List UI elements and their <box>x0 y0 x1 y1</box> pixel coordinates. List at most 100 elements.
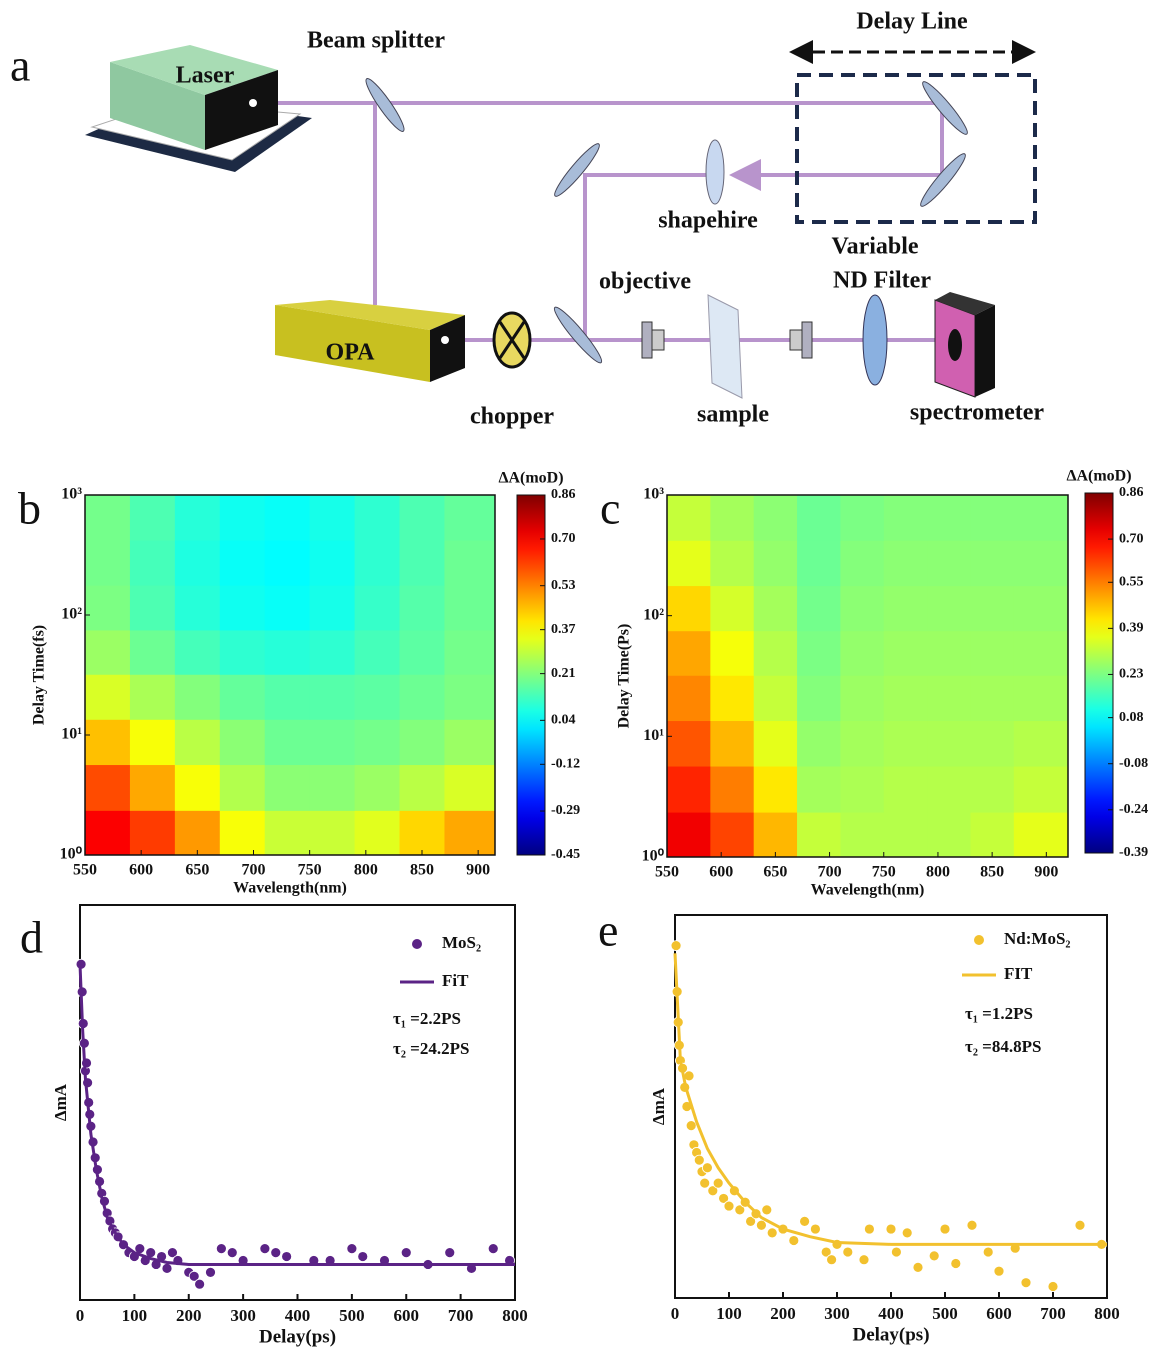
laser-box <box>110 45 278 95</box>
x-tick-label: 900 <box>466 862 490 879</box>
heatmap-cell <box>667 675 711 722</box>
data-point <box>357 1251 369 1262</box>
heatmap-cell <box>753 495 798 541</box>
heatmap-cell <box>85 764 131 811</box>
y-axis-label: ΔmA <box>51 1083 70 1121</box>
heatmap-cell <box>1013 540 1069 587</box>
heatmap-cell <box>710 720 755 767</box>
heatmap-cell <box>174 585 221 631</box>
heatmap-cell <box>667 720 711 767</box>
colorbar-tick-label: 0.21 <box>551 666 576 681</box>
colorbar-tick-label: 0.70 <box>551 531 576 546</box>
heatmap-cell <box>309 540 356 586</box>
label: shapehire <box>658 208 758 234</box>
heatmap-cell <box>883 766 928 813</box>
data-point <box>766 1227 778 1239</box>
heatmap-cell <box>927 495 971 541</box>
data-point <box>685 1120 697 1132</box>
label: chopper <box>470 404 554 430</box>
x-tick-label: 300 <box>230 1306 256 1325</box>
x-axis-label: Wavelength(nm) <box>811 882 925 899</box>
x-tick-label: 500 <box>339 1306 365 1325</box>
data-point <box>885 1223 897 1235</box>
x-tick-label: 600 <box>986 1304 1012 1323</box>
heatmap-cell <box>354 540 401 586</box>
data-point <box>982 1246 994 1258</box>
slit <box>948 329 962 361</box>
heatmap-cell <box>797 585 841 632</box>
objective <box>651 329 665 351</box>
heatmap-cell <box>129 585 176 631</box>
heatmap-cell <box>309 810 356 856</box>
heatmap-cell <box>710 540 755 587</box>
heatmap-cell <box>753 675 798 722</box>
data-point <box>810 1223 821 1235</box>
spectrometer <box>975 305 995 397</box>
heatmap-cell <box>219 495 266 541</box>
heatmap-cell <box>264 495 311 541</box>
heatmap-cell <box>970 585 1015 632</box>
data-point <box>270 1247 282 1258</box>
heatmap-cell <box>753 540 798 587</box>
heatmap-cell <box>970 675 1015 722</box>
heatmap-cell <box>883 675 928 722</box>
data-point <box>966 1219 978 1231</box>
x-tick-label: 500 <box>932 1304 958 1323</box>
heatmap-cell <box>354 764 401 811</box>
heatmap-cell <box>399 810 445 856</box>
label: OPA <box>326 340 376 366</box>
plot-frame <box>79 904 516 1301</box>
data-point <box>487 1243 499 1255</box>
mirror <box>553 306 603 364</box>
heatmap-cell <box>264 810 311 856</box>
heatmap-cell <box>840 585 885 632</box>
y-tick-label: 10³ <box>643 486 664 503</box>
heatmap-cell <box>399 585 445 631</box>
colorbar-tick-label: 0.70 <box>1119 531 1144 546</box>
panel-label: c <box>600 483 620 534</box>
heatmap-cell <box>219 585 266 631</box>
heatmap-cell <box>354 810 401 856</box>
heatmap-cell <box>85 629 131 675</box>
heatmap-cell <box>710 766 755 813</box>
colorbar-tick-label: 0.39 <box>1119 621 1144 636</box>
heatmap-cell <box>970 766 1015 813</box>
heatmap-cell <box>129 719 176 766</box>
x-tick-label: 400 <box>285 1306 311 1325</box>
data-point <box>1074 1219 1086 1231</box>
heatmap-cell <box>970 495 1015 541</box>
data-point <box>699 1177 711 1189</box>
plot-frame <box>674 914 1108 1299</box>
label: ND Filter <box>833 268 931 294</box>
data-point <box>693 1154 705 1166</box>
x-tick-label: 600 <box>129 862 153 879</box>
label: spectrometer <box>910 400 1044 426</box>
heatmap-cell <box>85 540 131 586</box>
heatmap-cell <box>399 495 445 541</box>
heatmap-cell <box>399 674 445 720</box>
heatmap-cell <box>399 540 445 586</box>
colorbar-tick-label: -0.24 <box>1119 802 1148 817</box>
data-point <box>259 1243 271 1255</box>
heatmap-cell <box>354 495 401 541</box>
panel-label: b <box>18 483 41 534</box>
x-tick-label: 300 <box>824 1304 850 1323</box>
heatmap-cell <box>444 674 496 720</box>
heatmap-cell <box>174 674 221 720</box>
heatmap-cell <box>264 719 311 766</box>
x-tick-label: 100 <box>122 1306 148 1325</box>
data-point <box>670 940 682 952</box>
opa-box <box>430 315 465 382</box>
heatmap-cell <box>354 629 401 675</box>
heatmap-cell <box>797 675 841 722</box>
heatmap-cell <box>797 630 841 676</box>
heatmap-cell <box>840 540 885 587</box>
x-tick-label: 550 <box>73 862 97 879</box>
colorbar-tick-label: -0.12 <box>551 757 580 772</box>
lens <box>862 294 888 386</box>
data-point <box>707 1185 719 1197</box>
data-point <box>912 1261 924 1273</box>
heatmap-cell <box>840 766 885 813</box>
data-point <box>891 1246 902 1258</box>
aperture <box>249 99 257 107</box>
